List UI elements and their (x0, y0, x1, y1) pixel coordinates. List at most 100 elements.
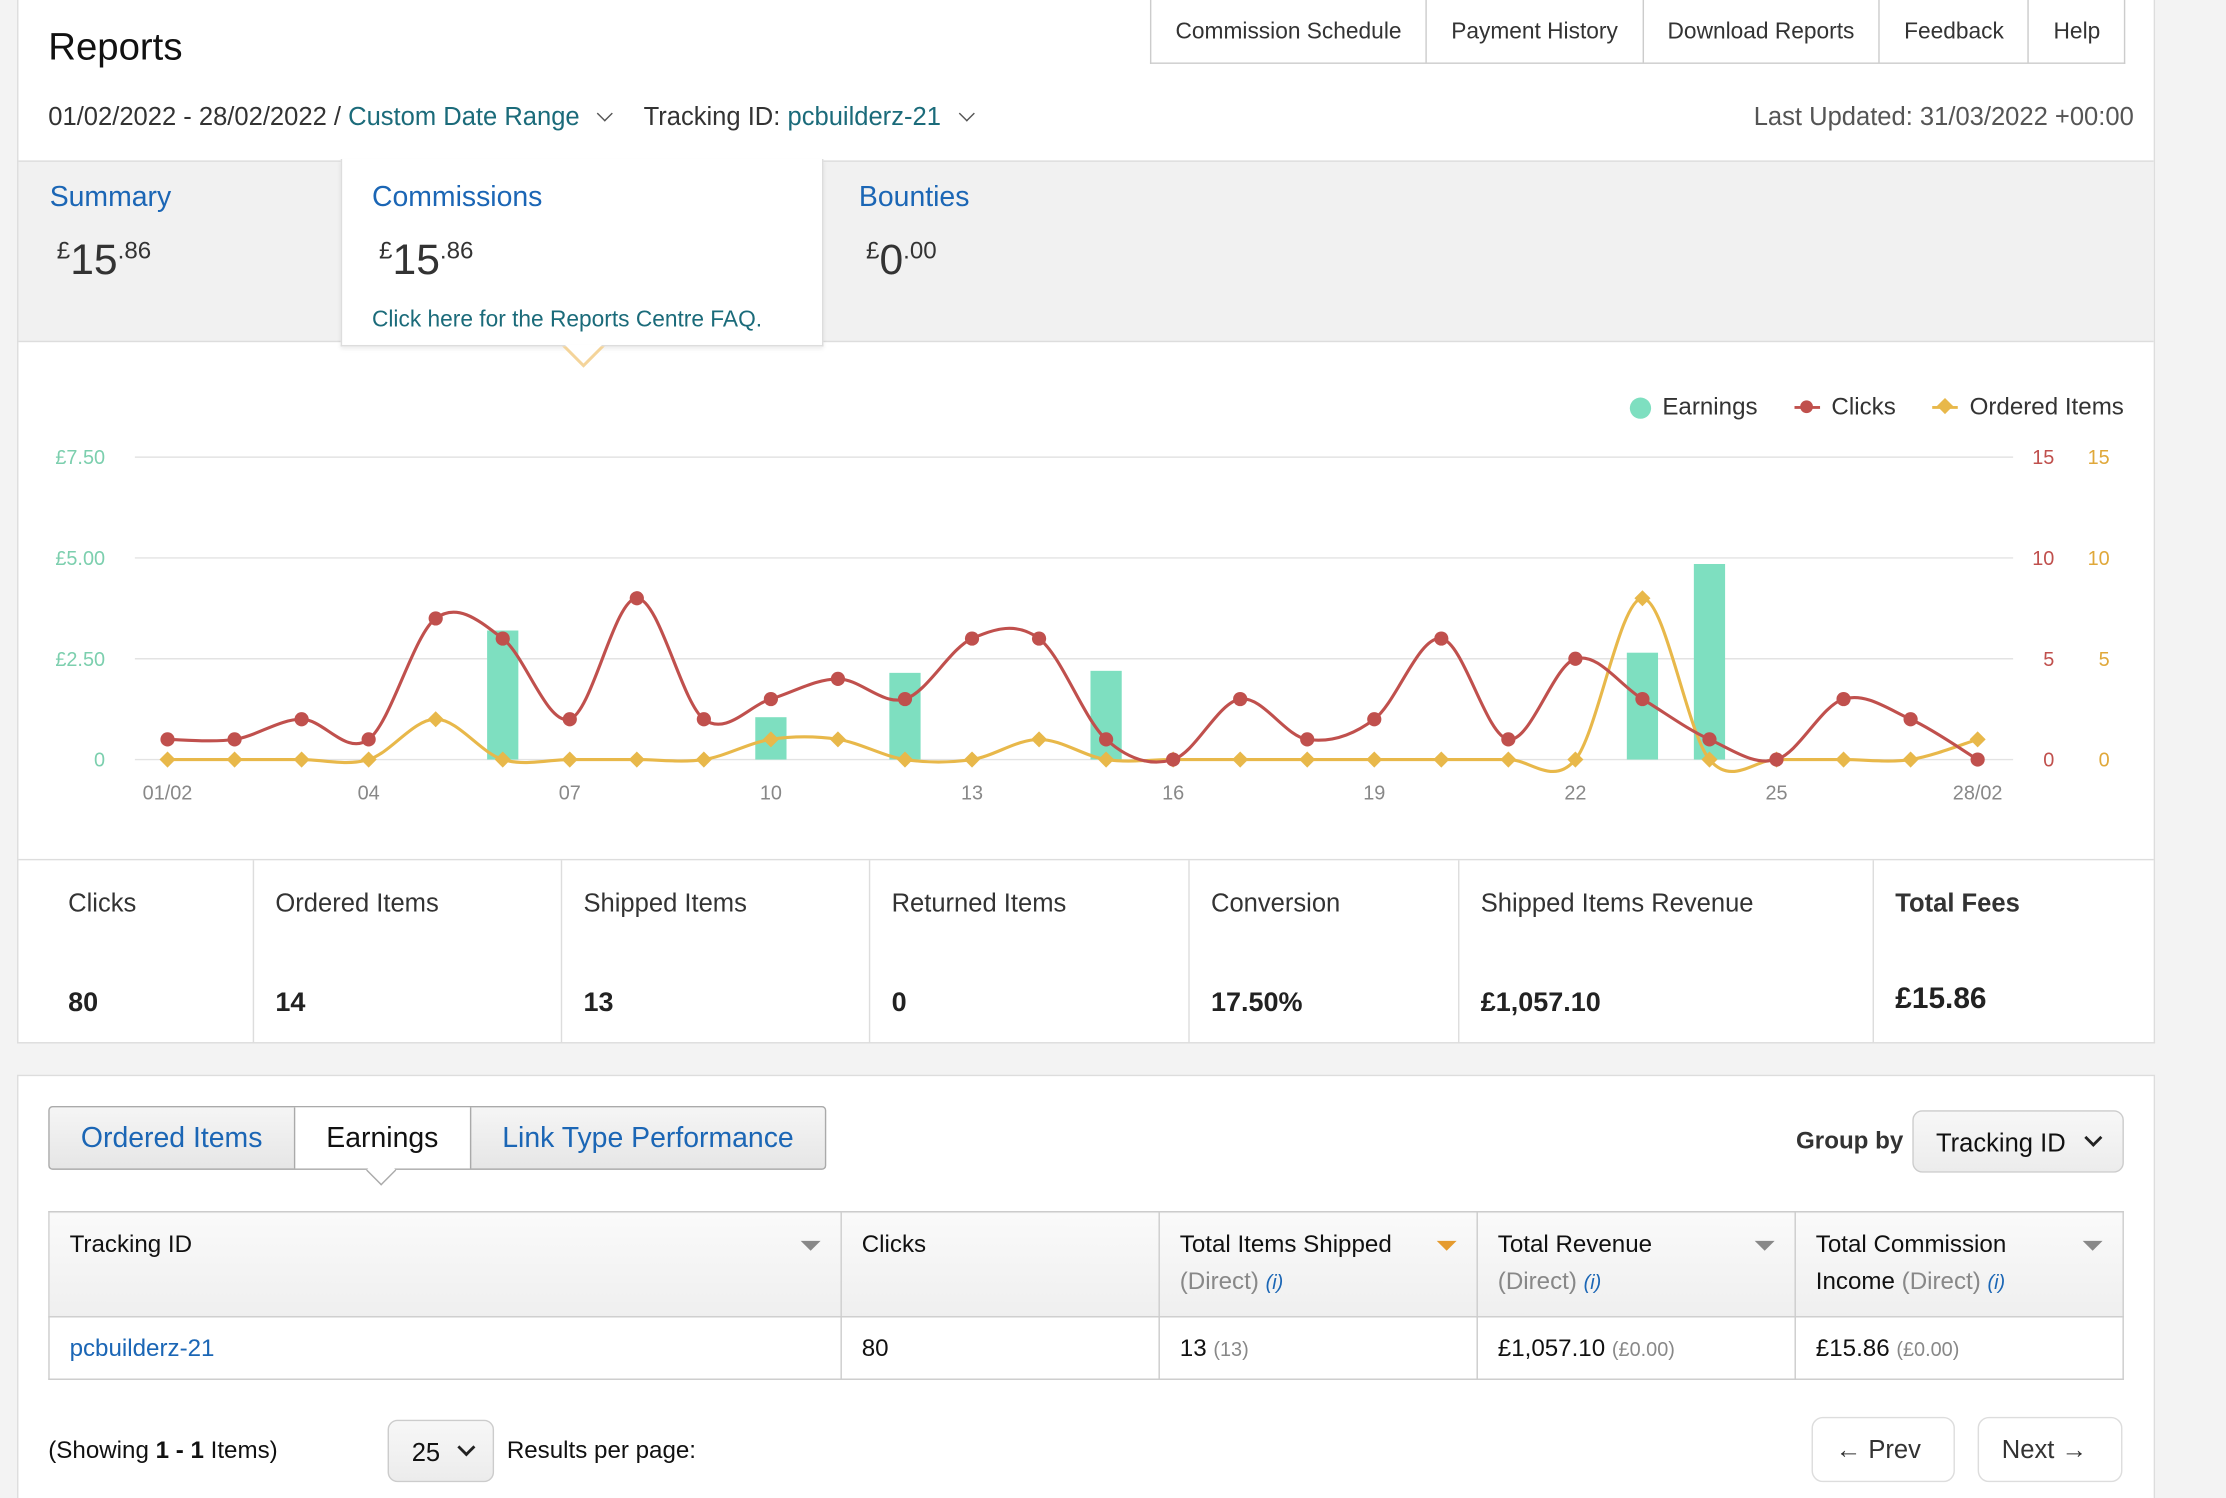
next-button[interactable]: Next → (1977, 1416, 2123, 1483)
ordered-items-point (896, 751, 914, 768)
ordered-items-point (1969, 731, 1986, 748)
date-range-dropdown[interactable]: Custom Date Range (348, 102, 580, 131)
clicks-point (361, 732, 376, 747)
column-header-total-revenue[interactable]: Total Revenue (Direct) (i) (1476, 1211, 1796, 1318)
info-icon[interactable]: (i) (1583, 1270, 1602, 1294)
faq-link[interactable]: Click here for the Reports Centre FAQ. (371, 308, 763, 333)
stat-value: £15.86 (1895, 982, 1987, 1016)
y-axis-right2-tick: 5 (2099, 649, 2110, 671)
ordered-items-point (1366, 751, 1383, 768)
ordered-items-point (293, 751, 310, 768)
sort-active-icon[interactable] (1436, 1240, 1457, 1251)
clicks-point (428, 611, 443, 626)
summary-label[interactable]: Summary (49, 181, 172, 213)
y-axis-right2-tick: 10 (2088, 548, 2110, 570)
info-icon[interactable]: (i) (1265, 1270, 1284, 1294)
bounties-label[interactable]: Bounties (858, 181, 970, 213)
y-axis-right2-tick: 15 (2088, 447, 2110, 469)
stat-shipped-items: Shipped Items 13 (562, 860, 871, 1044)
clicks-point (562, 712, 577, 727)
ordered-items-point (1835, 751, 1852, 768)
commission-schedule-link[interactable]: Commission Schedule (1175, 19, 1402, 45)
summary-amount: £15.86 (56, 237, 152, 284)
legend-earnings[interactable]: Earnings (1629, 393, 1758, 421)
cell-tracking-id[interactable]: pcbuilderz-21 (48, 1316, 842, 1380)
ordered-items-point (494, 751, 511, 768)
y-axis-right-tick: 5 (2043, 649, 2054, 671)
x-axis-tick: 22 (1564, 782, 1586, 804)
y-axis-left-tick: £7.50 (55, 447, 105, 469)
sort-icon[interactable] (2082, 1240, 2103, 1251)
per-page-select[interactable]: 25 (387, 1419, 495, 1483)
help-link[interactable]: Help (2027, 0, 2124, 63)
info-icon[interactable]: (i) (1987, 1270, 2006, 1294)
y-axis-right-tick: 0 (2043, 750, 2054, 772)
cell-clicks: 80 (840, 1316, 1160, 1380)
column-header-clicks[interactable]: Clicks (840, 1211, 1160, 1318)
x-axis-tick: 16 (1162, 782, 1184, 804)
clicks-point (830, 671, 846, 686)
clicks-point (897, 691, 913, 707)
x-axis-tick: 07 (559, 782, 581, 804)
tab-ordered-items[interactable]: Ordered Items (80, 1122, 263, 1155)
x-axis-tick: 25 (1765, 782, 1787, 804)
ordered-line-icon (1932, 406, 1959, 409)
earnings-bar (889, 672, 921, 760)
sort-icon[interactable] (800, 1240, 821, 1251)
showing-count: (Showing 1 - 1 Items) (48, 1436, 278, 1464)
column-header-commission-income[interactable]: Total Commission Income (Direct) (i) (1794, 1211, 2124, 1318)
ordered-items-point (829, 731, 846, 748)
chart-legend: Earnings Clicks Ordered Items (1629, 393, 2124, 421)
feedback-link[interactable]: Feedback (1878, 0, 2028, 63)
chevron-down-icon[interactable] (958, 105, 975, 122)
x-axis-tick: 28/02 (1953, 782, 2003, 804)
clicks-point (160, 732, 175, 747)
chevron-down-icon[interactable] (597, 105, 614, 122)
bounties-tab[interactable]: Bounties £0.00 (859, 182, 970, 286)
stat-value: £1,057.10 (1480, 988, 1601, 1018)
stat-returned-items: Returned Items 0 (870, 860, 1190, 1044)
stat-value: 17.50% (1211, 988, 1303, 1018)
clicks-point (1501, 732, 1516, 747)
tracking-id-link[interactable]: pcbuilderz-21 (69, 1333, 215, 1361)
y-axis-right2-tick: 0 (2099, 750, 2110, 772)
table-row: pcbuilderz-21 80 13 (13) £1,057.10 (£0.0… (48, 1316, 2124, 1380)
y-axis-left-tick: £5.00 (55, 548, 105, 570)
stat-label: Ordered Items (275, 888, 439, 918)
top-links: Commission Schedule Payment History Down… (1149, 0, 2126, 64)
clicks-point (1568, 651, 1583, 666)
column-header-tracking-id[interactable]: Tracking ID (48, 1211, 842, 1318)
ordered-items-point (1299, 751, 1316, 768)
ordered-items-point (1031, 731, 1048, 748)
ordered-items-point (963, 751, 981, 768)
stat-value: 14 (275, 988, 306, 1018)
ordered-items-point (628, 751, 645, 768)
commissions-tab[interactable]: Commissions £15.86 (372, 182, 542, 286)
prev-button[interactable]: ← Prev (1811, 1416, 1955, 1483)
stat-total-fees: Total Fees £15.86 (1874, 860, 2154, 1043)
tab-earnings[interactable]: Earnings (293, 1107, 470, 1169)
clicks-point (964, 631, 980, 646)
tracking-id-label: Tracking ID: (643, 102, 781, 131)
stat-label: Shipped Items Revenue (1480, 888, 1754, 918)
group-by-label: Group by (1796, 1127, 1904, 1155)
download-reports-link[interactable]: Download Reports (1641, 0, 1879, 63)
clicks-point (629, 591, 644, 606)
cell-total-revenue: £1,057.10 (£0.00) (1476, 1316, 1796, 1380)
ordered-items-point (360, 751, 377, 768)
legend-ordered-items[interactable]: Ordered Items (1932, 393, 2124, 421)
group-by-select[interactable]: Tracking ID (1911, 1110, 2124, 1173)
stat-shipped-revenue: Shipped Items Revenue £1,057.10 (1459, 860, 1875, 1044)
chevron-down-icon (457, 1438, 476, 1457)
tab-link-type-performance[interactable]: Link Type Performance (469, 1107, 825, 1169)
commissions-label: Commissions (371, 181, 543, 213)
ordered-items-point (1634, 590, 1651, 607)
tracking-id-dropdown[interactable]: pcbuilderz-21 (787, 102, 941, 131)
column-header-items-shipped[interactable]: Total Items Shipped (Direct) (i) (1158, 1211, 1478, 1318)
sort-icon[interactable] (1754, 1240, 1775, 1251)
clicks-point (696, 712, 711, 727)
legend-clicks[interactable]: Clicks (1794, 393, 1896, 421)
summary-tab[interactable]: Summary £15.86 (50, 182, 171, 286)
payment-history-link[interactable]: Payment History (1425, 0, 1642, 63)
cell-items-shipped: 13 (13) (1158, 1316, 1478, 1380)
